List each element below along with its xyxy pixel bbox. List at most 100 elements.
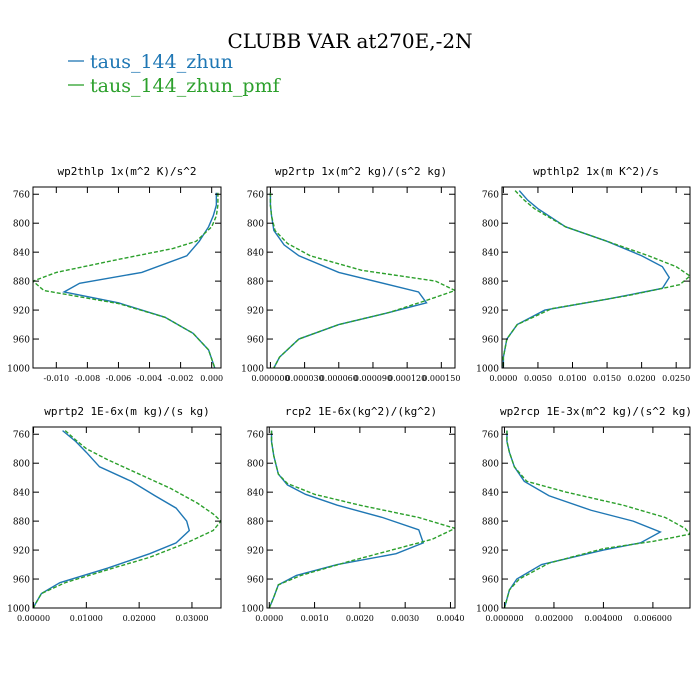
legend-entry-0: taus_144_zhun <box>90 51 233 73</box>
y-tick-label: 800 <box>13 220 30 230</box>
y-tick-label: 760 <box>13 431 30 441</box>
x-tick-label: 0.02000 <box>123 614 156 623</box>
panel-2: wpthlp2 1x(m K^2)/s 760 800 840 880 920 960 100… <box>476 165 691 383</box>
x-tick-label: 0.0200 <box>628 374 656 383</box>
x-tick-label: 0.000090 <box>354 374 392 383</box>
y-tick-label: 920 <box>13 547 30 557</box>
series-line-0 <box>33 430 191 608</box>
x-tick-label: 0.002000 <box>535 614 573 623</box>
plot-frame <box>501 426 691 609</box>
x-tick-label: 0.0150 <box>593 374 621 383</box>
panel-5: wp2rcp 1E-3x(m^2 kg)/(s^2 kg) 760 800 840 88… <box>476 405 692 623</box>
plot-frame <box>266 426 456 609</box>
y-tick-label: 960 <box>482 336 499 346</box>
y-tick-label: 1000 <box>476 365 499 375</box>
y-tick-label: 1000 <box>7 365 30 375</box>
y-tick-label: 920 <box>482 307 499 317</box>
y-tick-label: 880 <box>482 518 499 528</box>
series-line-0 <box>62 192 218 368</box>
x-tick-label: 0.0030 <box>391 614 419 623</box>
series-line-1 <box>268 430 455 608</box>
x-tick-label: 0.000000 <box>251 374 289 383</box>
x-tick-label: 0.0050 <box>524 374 552 383</box>
x-tick-label: 0.01000 <box>70 614 103 623</box>
panel-title: wp2thlp 1x(m^2 K)/s^2 <box>57 165 196 178</box>
y-tick-label: 840 <box>247 249 264 259</box>
panel-title: wprtp2 1E-6x(m kg)/(s kg) <box>44 405 210 418</box>
y-tick-label: 920 <box>13 307 30 317</box>
y-tick-label: 1000 <box>7 605 30 615</box>
x-tick-label: 0.0000 <box>255 614 283 623</box>
x-tick-label: 0.03000 <box>175 614 208 623</box>
x-tick-label: 0.000120 <box>388 374 426 383</box>
x-tick-label: 0.0010 <box>301 614 329 623</box>
y-tick-label: 960 <box>247 576 264 586</box>
y-tick-label: 960 <box>247 336 264 346</box>
y-tick-label: 840 <box>482 249 499 259</box>
y-tick-label: 800 <box>13 460 30 470</box>
y-tick-label: 840 <box>13 489 30 499</box>
x-tick-label: 0.0100 <box>559 374 587 383</box>
panel-title: wpthlp2 1x(m K^2)/s <box>533 165 659 178</box>
x-tick-label: 0.000150 <box>422 374 460 383</box>
legend-entry-1: taus_144_zhun_pmf <box>90 75 282 97</box>
series-line-0 <box>268 430 425 608</box>
y-tick-label: 800 <box>482 220 499 230</box>
y-tick-label: 800 <box>482 460 499 470</box>
series-line-1 <box>33 430 221 608</box>
series-line-0 <box>269 192 428 368</box>
y-tick-label: 1000 <box>476 605 499 615</box>
series-line-1 <box>502 190 690 368</box>
y-tick-label: 760 <box>482 431 499 441</box>
y-tick-label: 880 <box>247 278 264 288</box>
figure-title: CLUBB VAR at270E,-2N <box>227 29 472 53</box>
x-tick-label: 0.0000 <box>489 374 517 383</box>
x-tick-label: 0.000 <box>200 374 223 383</box>
y-tick-label: 920 <box>247 547 264 557</box>
y-tick-label: 880 <box>482 278 499 288</box>
x-tick-label: 0.0040 <box>436 614 464 623</box>
y-tick-label: 960 <box>482 576 499 586</box>
x-tick-label: 0.000000 <box>485 614 523 623</box>
plot-frame <box>501 186 691 369</box>
series-line-1 <box>269 192 455 368</box>
plot-frame <box>32 426 222 609</box>
series-line-0 <box>502 190 671 368</box>
panels: wp2thlp 1x(m^2 K)/s^2 760 800 840 880 920 960 1… <box>7 165 692 623</box>
series-line-1 <box>503 430 690 608</box>
y-tick-label: 840 <box>247 489 264 499</box>
series-line-0 <box>503 430 662 608</box>
figure-legend: taus_144_zhun taus_144_zhun_pmf <box>68 51 282 97</box>
y-tick-label: 760 <box>482 191 499 201</box>
y-tick-label: 920 <box>247 307 264 317</box>
plot-frame <box>32 186 222 369</box>
x-tick-label: 0.0020 <box>346 614 374 623</box>
y-tick-label: 880 <box>13 278 30 288</box>
panel-title: wp2rcp 1E-3x(m^2 kg)/(s^2 kg) <box>500 405 692 418</box>
y-tick-label: 840 <box>13 249 30 259</box>
panel-title: wp2rtp 1x(m^2 kg)/(s^2 kg) <box>275 165 447 178</box>
y-tick-label: 880 <box>13 518 30 528</box>
y-tick-label: 760 <box>247 191 264 201</box>
x-tick-label: 0.0250 <box>662 374 690 383</box>
x-tick-label: 0.000030 <box>286 374 324 383</box>
plot-frame <box>266 186 456 369</box>
x-tick-label: -0.002 <box>168 374 194 383</box>
panel-0: wp2thlp 1x(m^2 K)/s^2 760 800 840 880 920 960 1… <box>7 165 223 383</box>
panel-1: wp2rtp 1x(m^2 kg)/(s^2 kg) 760 800 840 880 92… <box>241 165 460 383</box>
x-tick-label: -0.006 <box>106 374 132 383</box>
x-tick-label: 0.006000 <box>634 614 672 623</box>
x-tick-label: -0.010 <box>44 374 70 383</box>
x-tick-label: 0.004000 <box>584 614 622 623</box>
panel-3: wprtp2 1E-6x(m kg)/(s kg) 760 800 840 880 920… <box>7 405 222 623</box>
x-tick-label: 0.000060 <box>320 374 358 383</box>
y-tick-label: 920 <box>482 547 499 557</box>
y-tick-label: 1000 <box>241 605 264 615</box>
y-tick-label: 760 <box>13 191 30 201</box>
series-line-1 <box>33 192 219 368</box>
panel-title: rcp2 1E-6x(kg^2)/(kg^2) <box>285 405 437 418</box>
x-tick-label: -0.008 <box>75 374 101 383</box>
y-tick-label: 880 <box>247 518 264 528</box>
y-tick-label: 840 <box>482 489 499 499</box>
